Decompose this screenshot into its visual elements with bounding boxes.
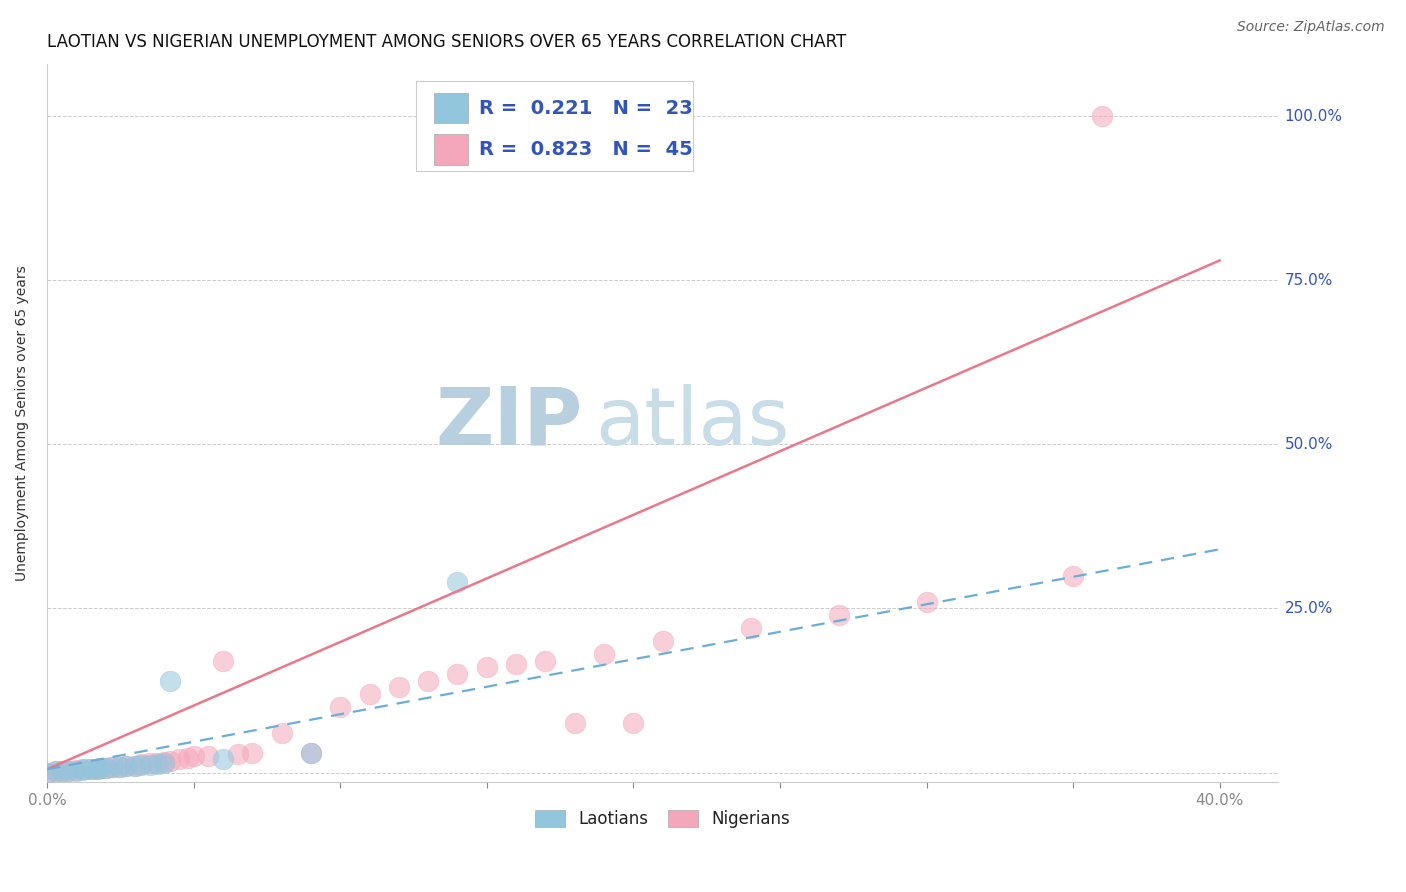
Point <box>212 752 235 766</box>
Point <box>86 762 108 776</box>
Point <box>124 759 146 773</box>
Point <box>359 687 381 701</box>
Point <box>100 760 122 774</box>
Point <box>138 756 160 771</box>
Point <box>153 755 176 769</box>
Point <box>65 763 87 777</box>
Point <box>740 621 762 635</box>
Point <box>1091 109 1114 123</box>
Point <box>153 756 176 771</box>
Point <box>388 680 411 694</box>
Point <box>212 654 235 668</box>
Point <box>129 758 152 772</box>
Point <box>475 660 498 674</box>
Point <box>70 762 93 776</box>
Text: R =  0.221   N =  23: R = 0.221 N = 23 <box>479 99 693 118</box>
Point <box>226 747 249 761</box>
Point <box>299 746 322 760</box>
Point <box>45 764 67 779</box>
Text: 100.0%: 100.0% <box>1285 109 1343 123</box>
Point <box>299 746 322 760</box>
Text: ZIP: ZIP <box>436 384 582 462</box>
Point <box>329 699 352 714</box>
Point <box>534 654 557 668</box>
Point <box>197 749 219 764</box>
FancyBboxPatch shape <box>416 81 693 171</box>
Point <box>51 764 73 778</box>
Point <box>80 762 103 776</box>
Point <box>1062 568 1084 582</box>
Point <box>56 764 79 778</box>
Y-axis label: Unemployment Among Seniors over 65 years: Unemployment Among Seniors over 65 years <box>15 265 30 581</box>
Point <box>270 726 292 740</box>
Point <box>505 657 527 672</box>
Point <box>80 762 103 776</box>
Point <box>65 764 87 778</box>
FancyBboxPatch shape <box>433 93 468 123</box>
Point <box>45 764 67 779</box>
FancyBboxPatch shape <box>433 135 468 165</box>
Text: 50.0%: 50.0% <box>1285 437 1333 451</box>
Point <box>51 764 73 778</box>
Point <box>621 716 644 731</box>
Point <box>177 751 200 765</box>
Point <box>35 765 58 780</box>
Text: LAOTIAN VS NIGERIAN UNEMPLOYMENT AMONG SENIORS OVER 65 YEARS CORRELATION CHART: LAOTIAN VS NIGERIAN UNEMPLOYMENT AMONG S… <box>46 33 846 51</box>
Text: R =  0.823   N =  45: R = 0.823 N = 45 <box>479 140 693 159</box>
Point <box>115 759 138 773</box>
Point <box>145 756 167 770</box>
Point <box>100 760 122 774</box>
Point <box>56 764 79 779</box>
Point <box>115 759 138 773</box>
Point <box>593 648 616 662</box>
Point <box>167 752 190 766</box>
Point <box>651 634 673 648</box>
Point <box>915 595 938 609</box>
Point <box>124 759 146 773</box>
Point <box>94 761 117 775</box>
Point <box>159 755 181 769</box>
Point <box>138 757 160 772</box>
Point <box>70 763 93 777</box>
Point <box>418 673 440 688</box>
Point <box>129 756 152 771</box>
Point <box>827 607 849 622</box>
Text: atlas: atlas <box>595 384 789 462</box>
Point <box>159 673 181 688</box>
Text: 25.0%: 25.0% <box>1285 601 1333 615</box>
Point <box>564 716 586 731</box>
Point <box>89 761 111 775</box>
Text: Source: ZipAtlas.com: Source: ZipAtlas.com <box>1237 20 1385 34</box>
Point <box>86 762 108 776</box>
Point <box>110 759 132 773</box>
Point <box>148 756 170 771</box>
Point <box>183 749 205 764</box>
Point <box>110 759 132 773</box>
Point <box>446 667 468 681</box>
Point <box>446 575 468 590</box>
Text: 75.0%: 75.0% <box>1285 273 1333 287</box>
Point <box>35 765 58 780</box>
Point <box>75 762 97 776</box>
Point <box>89 761 111 775</box>
Legend: Laotians, Nigerians: Laotians, Nigerians <box>529 804 797 835</box>
Point <box>94 761 117 775</box>
Point <box>240 746 263 760</box>
